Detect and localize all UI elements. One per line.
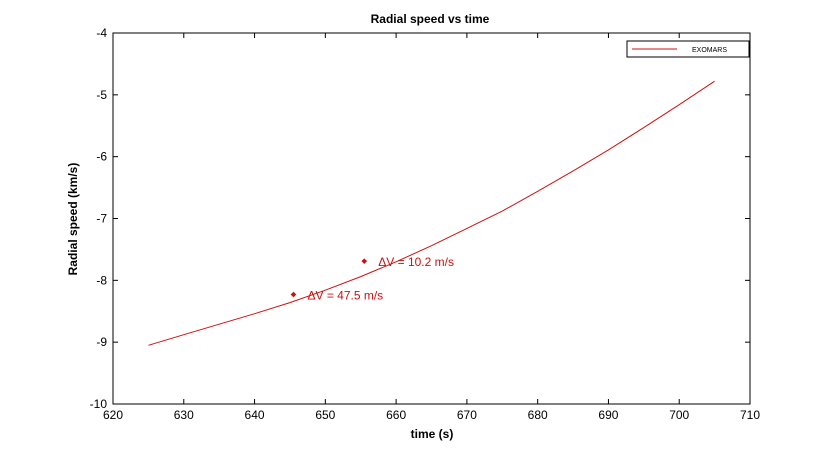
plot-area [112, 32, 751, 405]
x-axis-label: time (s) [411, 427, 454, 441]
x-tick-label: 670 [457, 408, 477, 422]
y-tick-label: -9 [96, 335, 107, 349]
y-tick-label: -4 [96, 26, 107, 40]
x-tick-label: 680 [528, 408, 548, 422]
y-tick-label: -5 [96, 88, 107, 102]
annotations-layer: ΔV = 47.5 m/s ΔV = 10.2 m/s [290, 255, 454, 303]
x-tick-label: 650 [315, 408, 335, 422]
series-line-exomars [148, 80, 715, 346]
y-axis-label: Radial speed (km/s) [66, 163, 80, 276]
x-tick-label: 630 [174, 408, 194, 422]
legend-label-exomars: EXOMARS [692, 47, 727, 54]
x-tick-label: 710 [740, 408, 760, 422]
ticks-layer: 620 630 640 650 660 670 680 690 700 710 -4 -5 -6 -7 -8… [90, 26, 761, 422]
annotation-label: ΔV = 47.5 m/s [307, 289, 383, 303]
x-tick-label: 690 [598, 408, 618, 422]
y-tick-label: -8 [96, 273, 107, 287]
annotation-marker [290, 291, 297, 298]
chart-title: Radial speed vs time [371, 12, 490, 26]
x-tick-label: 640 [245, 408, 265, 422]
x-tick-label: 620 [103, 408, 123, 422]
y-tick-label: -10 [90, 397, 108, 411]
legend-box [626, 40, 750, 58]
x-tick-label: 700 [669, 408, 689, 422]
x-tick-label: 660 [386, 408, 406, 422]
y-tick-label: -7 [96, 212, 107, 226]
annotation-marker [361, 258, 368, 264]
annotation-label: ΔV = 10.2 m/s [378, 255, 454, 269]
series-layer [148, 80, 715, 346]
legend: EXOMARS [626, 40, 750, 58]
y-tick-label: -6 [96, 150, 107, 164]
